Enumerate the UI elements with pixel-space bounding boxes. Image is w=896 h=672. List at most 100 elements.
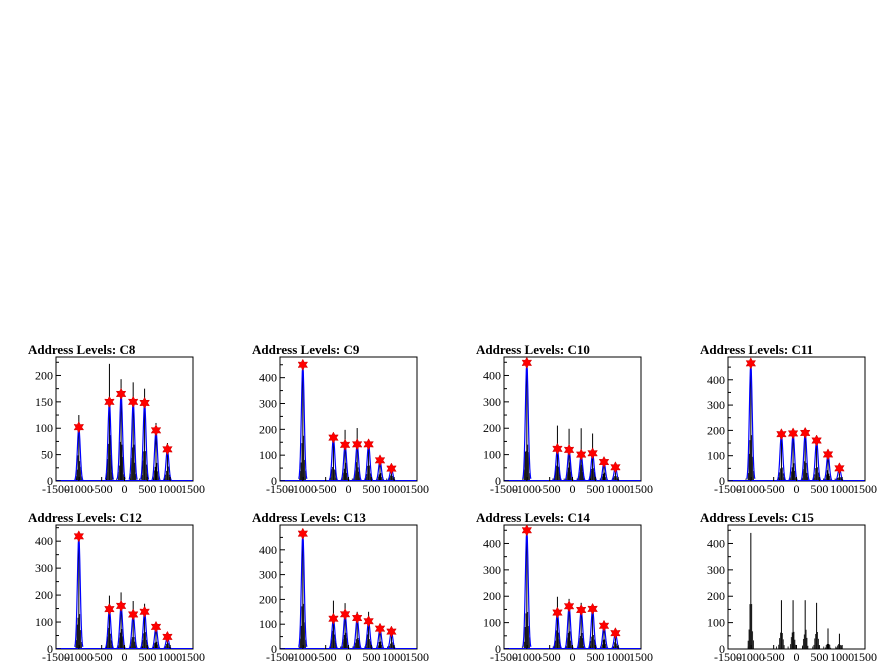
- y-tick-label: 400: [707, 373, 725, 387]
- chart-title: Address Levels: C9: [252, 342, 360, 357]
- x-tick-label: -1000: [65, 650, 93, 664]
- chart-panel: Address Levels: C12 0 100 200 300 400 -1500-10…: [28, 510, 205, 664]
- peak-marker: [297, 358, 309, 371]
- peak-marker: [386, 462, 397, 475]
- peak-marker: [575, 448, 587, 461]
- y-tick-label: 100: [483, 616, 501, 630]
- y-tick-label: 400: [483, 368, 501, 382]
- y-tick-label: 400: [259, 371, 277, 385]
- peak-marker: [150, 424, 162, 437]
- peak-marker: [610, 461, 621, 474]
- y-tick-label: 400: [35, 534, 53, 548]
- y-tick-label: 300: [483, 563, 501, 577]
- peak-marker: [73, 530, 85, 543]
- y-tick-label: 400: [483, 536, 501, 550]
- chart-title: Address Levels: C13: [252, 510, 366, 525]
- x-tick-label: -1500: [266, 650, 294, 664]
- x-tick-label: -500: [315, 482, 337, 496]
- peak-marker: [374, 622, 386, 635]
- y-tick-label: 0: [47, 642, 53, 656]
- peak-marker: [598, 455, 610, 469]
- y-tick-label: 50: [41, 448, 53, 462]
- chart-panel: Address Levels: C13 0 100 200 300 400 -1500-10…: [252, 510, 429, 664]
- x-tick-label: 0: [346, 650, 352, 664]
- y-tick-label: 100: [35, 615, 53, 629]
- chart-panel: Address Levels: C11 0 100 200 300 400 -1500-10…: [700, 342, 877, 496]
- peak-marker: [521, 524, 533, 537]
- peak-marker: [745, 357, 757, 370]
- chart-panel: Address Levels: C10 0 100 200 300 400 -1500-10…: [476, 342, 653, 496]
- peak-marker: [104, 603, 115, 616]
- peak-marker: [799, 426, 811, 439]
- x-tick-label: 500: [810, 482, 828, 496]
- peak-marker: [386, 625, 397, 638]
- peak-marker: [127, 395, 139, 408]
- y-tick-label: 200: [483, 421, 501, 435]
- y-tick-label: 300: [707, 398, 725, 412]
- x-tick-label: 1500: [181, 482, 205, 496]
- peak-marker: [351, 611, 363, 625]
- peak-marker: [587, 447, 598, 460]
- x-tick-label: 1500: [629, 482, 653, 496]
- peak-marker: [127, 608, 139, 621]
- x-tick-label: -1000: [289, 650, 317, 664]
- y-tick-label: 100: [483, 448, 501, 462]
- y-tick-label: 200: [259, 592, 277, 606]
- y-tick-label: 0: [271, 642, 277, 656]
- chart-panel: Address Levels: C14 0 100 200 300 400 -1500-10…: [476, 510, 653, 664]
- y-tick-label: 100: [259, 617, 277, 631]
- x-tick-label: -500: [315, 650, 337, 664]
- x-tick-label: 0: [794, 482, 800, 496]
- peak-marker: [363, 438, 374, 451]
- x-tick-label: 1500: [629, 650, 653, 664]
- y-tick-label: 0: [271, 474, 277, 488]
- x-tick-label: 500: [362, 650, 380, 664]
- x-tick-label: 500: [138, 650, 156, 664]
- peak-marker: [328, 612, 339, 625]
- x-tick-label: 0: [122, 482, 128, 496]
- peak-marker: [811, 434, 822, 447]
- peak-marker: [162, 443, 173, 456]
- peak-marker: [339, 438, 351, 451]
- y-tick-label: 0: [719, 642, 725, 656]
- x-tick-label: 1000: [606, 650, 630, 664]
- x-tick-label: 1500: [405, 650, 429, 664]
- x-tick-label: -1500: [490, 650, 518, 664]
- peak-marker: [351, 438, 363, 451]
- y-tick-label: 0: [47, 474, 53, 488]
- x-tick-label: -1500: [490, 482, 518, 496]
- x-tick-label: 0: [346, 482, 352, 496]
- x-tick-label: 500: [810, 650, 828, 664]
- x-tick-label: 1500: [181, 650, 205, 664]
- y-tick-label: 150: [35, 395, 53, 409]
- chart-title: Address Levels: C12: [28, 510, 142, 525]
- chart-title: Address Levels: C11: [700, 342, 813, 357]
- peak-marker: [822, 448, 834, 461]
- peak-marker: [598, 619, 610, 632]
- peak-marker: [115, 599, 127, 612]
- x-tick-label: -500: [539, 482, 561, 496]
- peak-marker: [363, 615, 374, 628]
- x-tick-label: 1000: [158, 650, 182, 664]
- x-tick-label: -500: [539, 650, 561, 664]
- y-tick-label: 0: [495, 642, 501, 656]
- x-tick-label: -1000: [737, 650, 765, 664]
- x-tick-label: 0: [570, 650, 576, 664]
- y-tick-label: 400: [707, 536, 725, 550]
- x-tick-label: -1000: [737, 482, 765, 496]
- y-tick-label: 300: [259, 397, 277, 411]
- peak-marker: [834, 462, 845, 475]
- x-tick-label: -500: [763, 650, 785, 664]
- y-tick-label: 300: [35, 561, 53, 575]
- y-tick-label: 300: [483, 395, 501, 409]
- x-tick-label: 1000: [830, 650, 854, 664]
- x-tick-label: 1500: [853, 650, 877, 664]
- y-tick-label: 100: [259, 448, 277, 462]
- x-tick-label: -500: [763, 482, 785, 496]
- y-tick-label: 300: [259, 568, 277, 582]
- x-tick-label: 500: [586, 482, 604, 496]
- x-tick-label: -1500: [714, 482, 742, 496]
- y-tick-label: 200: [35, 368, 53, 382]
- peak-marker: [587, 602, 598, 615]
